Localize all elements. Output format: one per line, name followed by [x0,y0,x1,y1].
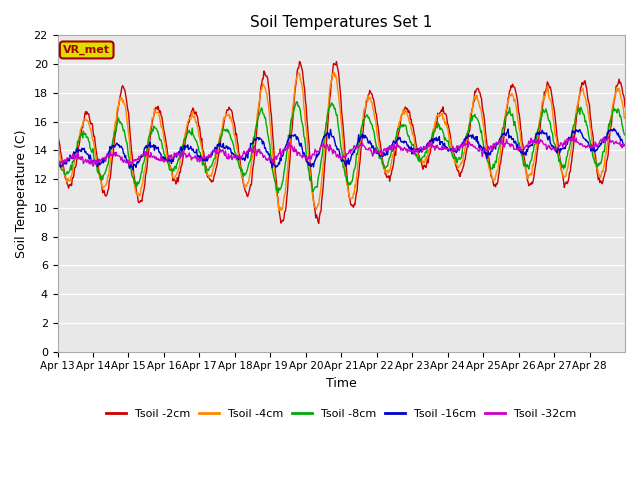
Tsoil -16cm [621,143,629,148]
Tsoil -32cm [570,133,577,139]
Tsoil -32cm [401,144,408,150]
Tsoil -2cm [225,107,232,113]
Tsoil -4cm [120,101,128,107]
Tsoil -2cm [433,119,441,125]
Tsoil -4cm [274,198,282,204]
Tsoil -8cm [225,128,232,133]
Tsoil -2cm [274,196,282,202]
Tsoil -2cm [120,85,128,91]
Tsoil -32cm [89,163,97,169]
Text: VR_met: VR_met [63,45,110,55]
Tsoil -32cm [121,158,129,164]
Title: Soil Temperatures Set 1: Soil Temperatures Set 1 [250,15,433,30]
Tsoil -4cm [54,141,61,146]
Tsoil -2cm [253,129,260,135]
Tsoil -8cm [275,185,283,191]
Tsoil -16cm [275,160,283,166]
Tsoil -32cm [433,145,440,151]
Tsoil -16cm [401,138,408,144]
Tsoil -8cm [54,154,61,160]
Tsoil -16cm [225,146,233,152]
Tsoil -32cm [225,156,233,162]
Tsoil -16cm [253,135,261,141]
Tsoil -8cm [274,190,282,195]
Tsoil -2cm [315,220,323,226]
Tsoil -4cm [253,121,260,127]
Tsoil -4cm [433,113,441,119]
Tsoil -32cm [253,149,261,155]
Tsoil -8cm [253,122,260,128]
Tsoil -32cm [54,161,61,167]
Tsoil -16cm [129,167,137,173]
Tsoil -2cm [54,127,61,132]
Tsoil -2cm [401,104,409,110]
Tsoil -8cm [401,122,409,128]
Tsoil -32cm [621,143,629,149]
Tsoil -16cm [610,126,618,132]
Tsoil -2cm [621,104,629,110]
Tsoil -16cm [120,151,128,156]
Line: Tsoil -4cm: Tsoil -4cm [58,72,625,210]
Tsoil -8cm [292,99,300,105]
Tsoil -4cm [275,207,283,213]
Line: Tsoil -2cm: Tsoil -2cm [58,61,625,223]
Line: Tsoil -8cm: Tsoil -8cm [58,102,625,192]
Line: Tsoil -32cm: Tsoil -32cm [58,136,625,166]
Tsoil -8cm [433,125,441,131]
Line: Tsoil -16cm: Tsoil -16cm [58,129,625,170]
Tsoil -4cm [621,116,629,121]
Tsoil -16cm [54,161,61,167]
Tsoil -16cm [433,134,440,140]
Tsoil -8cm [120,127,128,133]
Tsoil -4cm [330,70,338,75]
Tsoil -8cm [621,132,629,138]
Tsoil -4cm [225,113,232,119]
Tsoil -32cm [275,151,283,156]
Tsoil -4cm [401,107,409,113]
Y-axis label: Soil Temperature (C): Soil Temperature (C) [15,129,28,258]
X-axis label: Time: Time [326,377,356,390]
Legend: Tsoil -2cm, Tsoil -4cm, Tsoil -8cm, Tsoil -16cm, Tsoil -32cm: Tsoil -2cm, Tsoil -4cm, Tsoil -8cm, Tsoi… [102,405,580,423]
Tsoil -2cm [296,59,303,64]
